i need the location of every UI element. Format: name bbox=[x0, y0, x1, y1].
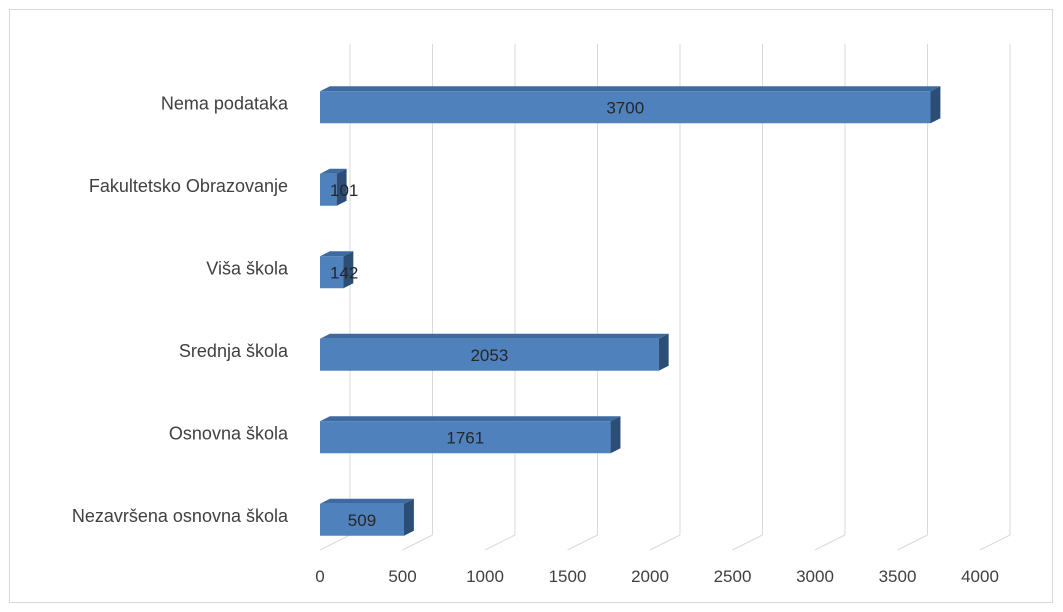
category-label: Srednja škola bbox=[179, 341, 289, 361]
floor-gridline bbox=[402, 534, 433, 551]
bar-side-face bbox=[930, 86, 941, 124]
bar-top-face bbox=[320, 498, 414, 504]
bar-side-face bbox=[658, 333, 669, 371]
x-tick-label: 0 bbox=[315, 567, 324, 586]
bars bbox=[320, 86, 941, 536]
floor-gridline bbox=[814, 534, 846, 551]
bar bbox=[320, 338, 659, 371]
bar-top-face bbox=[320, 251, 354, 257]
bar bbox=[320, 421, 611, 454]
category-label: Nezavršena osnovna škola bbox=[72, 506, 289, 526]
x-tick-label: 500 bbox=[388, 567, 416, 586]
bar bbox=[320, 256, 344, 289]
floor-gridline bbox=[732, 534, 763, 551]
x-tick-label: 1000 bbox=[466, 567, 504, 586]
bar-top-face bbox=[320, 168, 347, 174]
category-label: Osnovna škola bbox=[169, 423, 289, 443]
data-label: 101 bbox=[330, 181, 358, 200]
bar-top-face bbox=[320, 86, 941, 92]
floor-gridline bbox=[484, 534, 516, 551]
x-tick-label: 4000 bbox=[961, 567, 999, 586]
bar bbox=[320, 91, 931, 124]
bar-side-face bbox=[610, 416, 621, 454]
bar-side-face bbox=[336, 168, 347, 206]
x-tick-label: 2500 bbox=[714, 567, 752, 586]
category-label: Viša škola bbox=[206, 258, 289, 278]
bar-top-face bbox=[320, 333, 669, 339]
bar bbox=[320, 173, 337, 206]
floor-gridline bbox=[897, 534, 928, 551]
data-label: 2053 bbox=[470, 346, 508, 365]
floor-gridline bbox=[319, 534, 351, 551]
x-tick-label: 1500 bbox=[549, 567, 587, 586]
data-label: 142 bbox=[330, 263, 358, 282]
x-tick-label: 3000 bbox=[796, 567, 834, 586]
bar-side-face bbox=[343, 251, 354, 289]
data-label: 509 bbox=[348, 511, 376, 530]
floor-gridline bbox=[567, 534, 598, 551]
data-label: 3700 bbox=[606, 98, 644, 117]
category-label: Fakultetsko Obrazovanje bbox=[89, 176, 288, 196]
bar-top-face bbox=[320, 416, 621, 422]
floor-gridline bbox=[649, 534, 681, 551]
data-label: 1761 bbox=[446, 428, 484, 447]
bar bbox=[320, 503, 404, 536]
category-label: Nema podataka bbox=[161, 93, 289, 113]
bar-side-face bbox=[403, 498, 414, 536]
x-tick-label: 2000 bbox=[631, 567, 669, 586]
labels: 0 500 1000 1500 2000 2500 3000 3500 4000 Nezavrše… bbox=[72, 93, 999, 586]
x-tick-label: 3500 bbox=[879, 567, 917, 586]
floor-gridline bbox=[979, 534, 1011, 551]
